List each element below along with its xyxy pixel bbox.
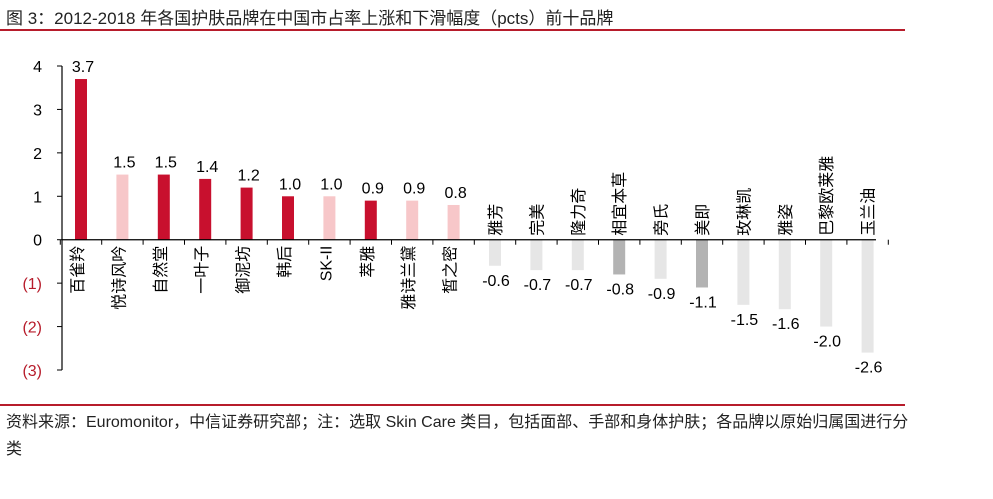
bar bbox=[778, 239, 791, 310]
category-label: 悦诗风吟 bbox=[110, 246, 128, 310]
value-label: -2.6 bbox=[855, 360, 883, 377]
value-label: -1.5 bbox=[731, 312, 759, 329]
value-label: 0.9 bbox=[362, 181, 384, 198]
bars bbox=[75, 79, 874, 353]
category-label: 雅姿 bbox=[777, 204, 795, 236]
category-label: 相宜本草 bbox=[611, 172, 629, 236]
y-tick-label: 0 bbox=[33, 233, 42, 250]
x-axis bbox=[59, 239, 889, 245]
category-label: 完美 bbox=[528, 204, 546, 236]
y-tick-label: 3 bbox=[33, 102, 42, 119]
category-label: 皙之密 bbox=[442, 246, 460, 294]
value-label: 1.2 bbox=[237, 168, 259, 185]
bar bbox=[364, 200, 377, 240]
bottom-rule bbox=[0, 404, 905, 406]
bar bbox=[240, 187, 253, 240]
value-label: 1.0 bbox=[279, 176, 301, 193]
value-label: -0.7 bbox=[565, 277, 593, 294]
value-label: -0.8 bbox=[606, 281, 634, 298]
value-label: -0.9 bbox=[648, 286, 676, 303]
category-label: SK-II bbox=[318, 246, 335, 282]
bar bbox=[530, 239, 543, 271]
bar bbox=[571, 239, 584, 271]
y-tick-label: (3) bbox=[22, 363, 42, 380]
value-label: 1.4 bbox=[196, 159, 218, 176]
category-label: 萃雅 bbox=[359, 246, 377, 278]
value-label: 0.8 bbox=[444, 185, 466, 202]
value-label: -2.0 bbox=[813, 334, 841, 351]
value-labels: 3.7 1.5 1.5 1.4 1.2 1.0 1.0 0.9 0.9 0.8 -0.6 -0.7 -0… bbox=[72, 59, 883, 377]
bar bbox=[323, 196, 336, 240]
category-label: 玫琳凯 bbox=[735, 188, 753, 236]
category-label: 美即 bbox=[694, 204, 712, 236]
bar-chart: 4 3 2 1 0 (1) (2) (3) 3.7 1.5 1.5 1.4 1.2 1.0 1.0 0.9 0… bbox=[22, 59, 889, 380]
y-tick-label: (2) bbox=[22, 320, 42, 337]
bar bbox=[613, 239, 626, 275]
value-label: -1.6 bbox=[772, 316, 800, 333]
value-label: 1.5 bbox=[155, 155, 177, 172]
bar bbox=[737, 239, 750, 305]
y-axis: 4 3 2 1 0 (1) (2) (3) bbox=[22, 59, 63, 380]
value-label: 3.7 bbox=[72, 59, 94, 76]
category-label: 玉兰油 bbox=[860, 188, 878, 236]
bar bbox=[447, 204, 460, 240]
value-label: 0.9 bbox=[403, 181, 425, 198]
value-label: -1.1 bbox=[689, 294, 717, 311]
category-label: 御泥坊 bbox=[235, 246, 253, 294]
category-label: 韩后 bbox=[276, 246, 294, 278]
category-label: 隆力奇 bbox=[570, 188, 588, 236]
category-label: 巴黎欧莱雅 bbox=[818, 156, 836, 236]
bar bbox=[116, 174, 129, 240]
bar bbox=[820, 239, 833, 327]
y-tick-label: (1) bbox=[22, 276, 42, 293]
category-label: 自然堂 bbox=[152, 246, 170, 294]
bar bbox=[406, 200, 419, 240]
value-label: -0.6 bbox=[482, 273, 510, 290]
y-tick-label: 2 bbox=[33, 146, 42, 163]
bar bbox=[282, 196, 294, 240]
bar bbox=[861, 239, 874, 353]
y-tick-label: 1 bbox=[33, 189, 42, 206]
category-label: 雅芳 bbox=[487, 204, 505, 236]
category-label: 一叶子 bbox=[193, 246, 211, 294]
value-label: 1.5 bbox=[113, 155, 135, 172]
category-label: 雅诗兰黛 bbox=[400, 246, 418, 310]
top-rule bbox=[0, 29, 905, 31]
bar bbox=[75, 79, 87, 240]
source-note: 资料来源：Euromonitor，中信证券研究部；注：选取 Skin Care … bbox=[6, 414, 909, 458]
figure-title: 图 3：2012-2018 年各国护肤品牌在中国市占率上涨和下滑幅度（pcts）… bbox=[6, 9, 614, 28]
category-label: 旁氏 bbox=[653, 204, 671, 236]
bar bbox=[199, 178, 212, 240]
bar bbox=[696, 239, 708, 288]
category-labels: 百雀羚 悦诗风吟 自然堂 一叶子 御泥坊 韩后 SK-II 萃雅 雅诗兰黛 皙之密 雅芳 完美 隆力奇 相… bbox=[69, 156, 878, 310]
value-label: 1.0 bbox=[320, 176, 342, 193]
category-label: 百雀羚 bbox=[69, 246, 87, 294]
bar bbox=[654, 239, 667, 279]
bar bbox=[489, 239, 501, 266]
y-tick-label: 4 bbox=[33, 59, 42, 76]
value-label: -0.7 bbox=[524, 277, 552, 294]
bar bbox=[157, 174, 170, 240]
